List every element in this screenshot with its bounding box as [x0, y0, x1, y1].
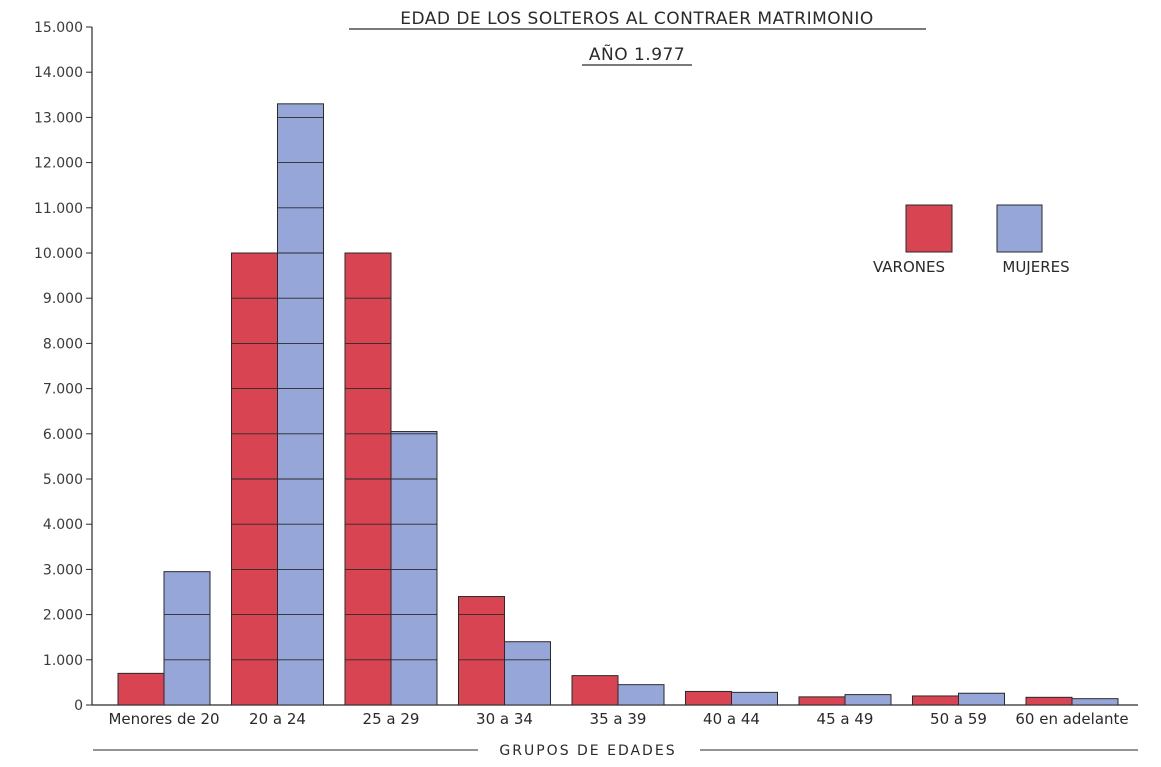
y-tick-label: 3.000 [43, 562, 83, 578]
bar-mujeres [390, 431, 438, 706]
bar-varones [798, 696, 846, 706]
y-tick-label: 1.000 [43, 653, 83, 669]
bar-mujeres [958, 692, 1005, 706]
y-tick-label: 2.000 [43, 608, 83, 624]
plot-area: 0 1.000 2.000 3.000 4.000 5.000 6.000 7.000 8.00… [34, 20, 1138, 728]
y-tick-label: 4.000 [43, 517, 83, 533]
x-tick-label: 30 a 34 [476, 710, 533, 728]
chart-subtitle: AÑO 1.977 [589, 43, 685, 65]
legend-label-varones: VARONES [873, 258, 945, 276]
bar-varones [117, 672, 165, 706]
bar-varones [1025, 696, 1073, 706]
bar-mujeres [617, 684, 665, 706]
y-tick-label: 7.000 [43, 382, 83, 398]
x-tick-label: 50 a 59 [930, 710, 987, 728]
y-tick-label: 0 [74, 698, 83, 714]
bar-mujeres [731, 691, 778, 706]
bar-mujeres [163, 571, 211, 706]
x-tick-label: 60 en adelante [1015, 710, 1128, 728]
y-tick-label: 5.000 [43, 472, 83, 488]
x-tick-label: 40 a 44 [703, 710, 760, 728]
y-tick-label: 9.000 [43, 291, 83, 307]
legend-swatch-mujeres [996, 204, 1043, 253]
legend: VARONES MUJERES [873, 204, 1070, 276]
bar-varones [912, 695, 959, 706]
bar-mujeres [844, 694, 892, 706]
y-tick-label: 8.000 [43, 336, 83, 352]
legend-swatch-varones [905, 204, 953, 253]
x-tick-label: Menores de 20 [108, 710, 219, 728]
x-axis-title: GRUPOS DE EDADES [499, 743, 676, 759]
bar-mujeres [277, 103, 324, 706]
y-tick-label: 15.000 [34, 20, 83, 36]
legend-label-mujeres: MUJERES [1002, 258, 1069, 276]
y-tick-label: 10.000 [34, 246, 83, 262]
x-tick-label: 45 a 49 [817, 710, 874, 728]
chart-title: EDAD DE LOS SOLTEROS AL CONTRAER MATRIMO… [400, 9, 874, 29]
x-tick-label: 25 a 29 [363, 710, 420, 728]
y-tick-label: 14.000 [34, 65, 83, 81]
x-tick-label: 35 a 39 [590, 710, 647, 728]
bar-varones [685, 690, 732, 706]
bar-varones [458, 596, 505, 706]
y-tick-label: 11.000 [34, 201, 83, 217]
x-tick-label: 20 a 24 [249, 710, 306, 728]
x-axis-title-group: GRUPOS DE EDADES [93, 743, 1138, 759]
bar-mujeres [1071, 698, 1119, 706]
bar-mujeres [504, 641, 551, 706]
y-tick-label: 12.000 [34, 156, 83, 172]
y-tick-label: 13.000 [34, 110, 83, 126]
y-tick-label: 6.000 [43, 427, 83, 443]
bar-varones [571, 675, 619, 706]
